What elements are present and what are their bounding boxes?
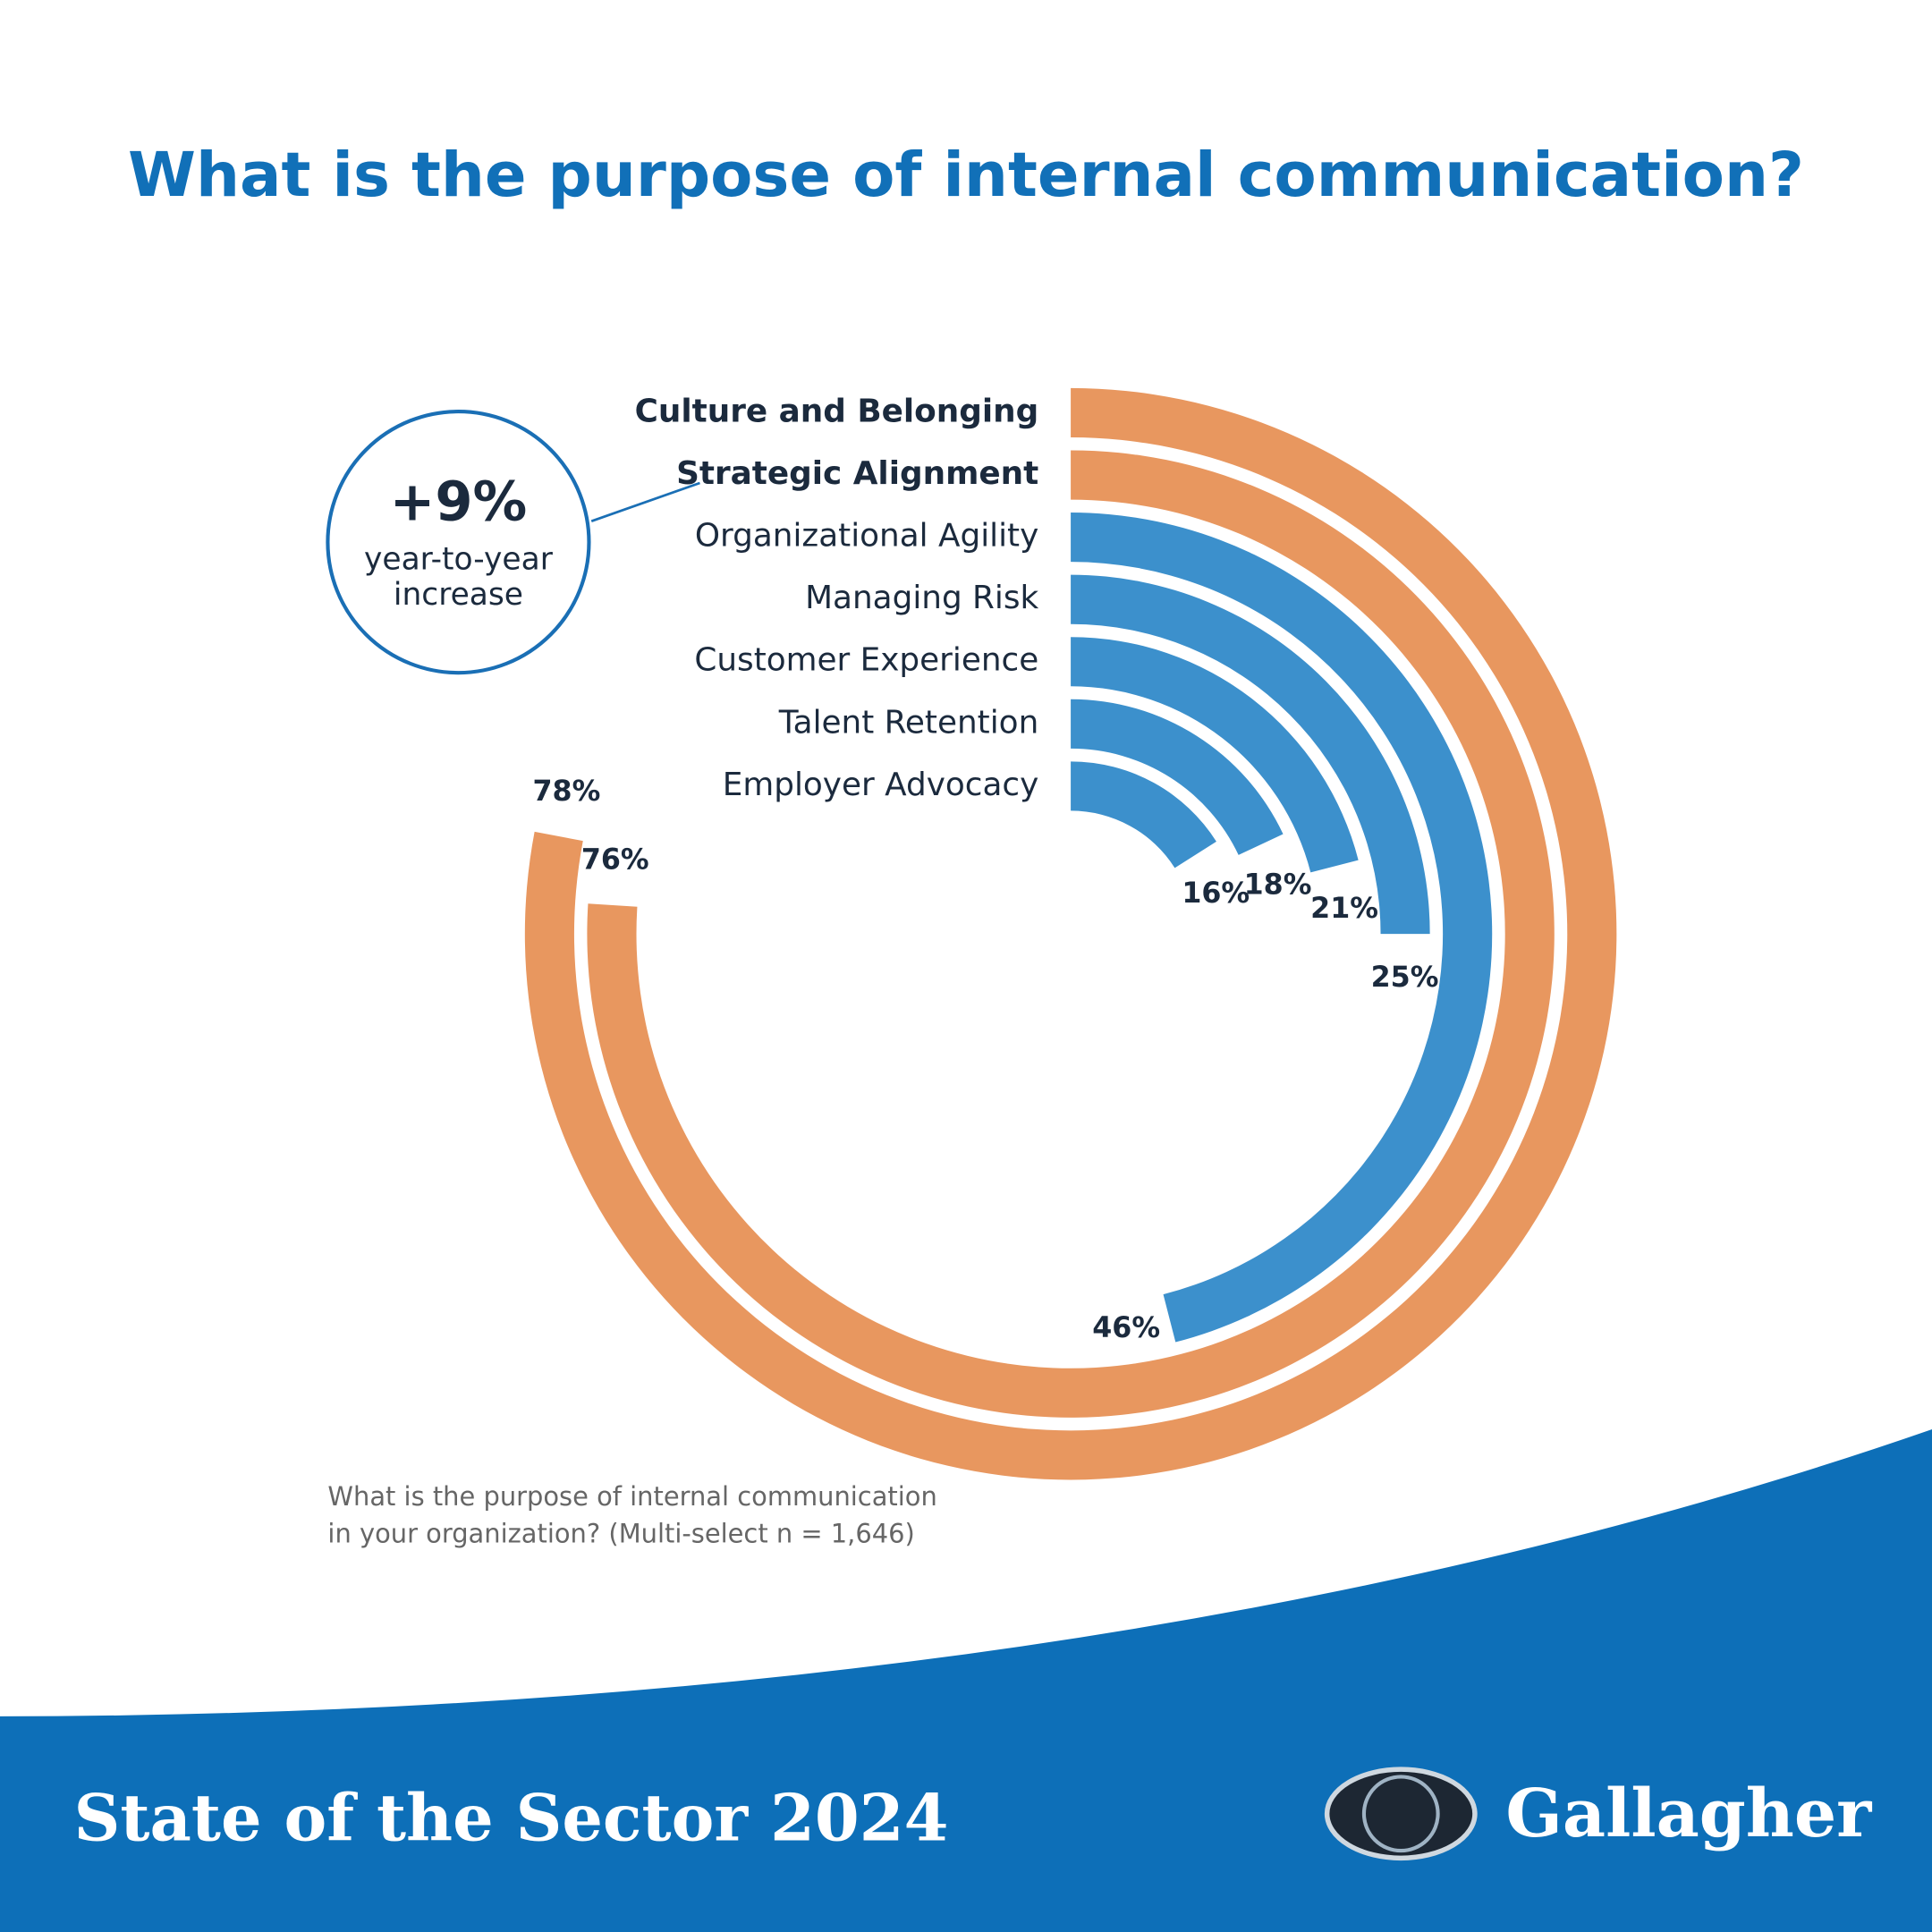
callout-headline: +9% [390, 470, 528, 533]
footnote: in your organization? (Multi-select n = … [327, 1518, 914, 1548]
radial-bar [1071, 637, 1359, 873]
value-label: 21% [1310, 893, 1378, 925]
value-label: 16% [1182, 877, 1250, 910]
logo-globe-line [1361, 1775, 1440, 1853]
value-label: 78% [533, 775, 601, 808]
radial-bar [1071, 761, 1216, 869]
category-label: Culture and Belonging [635, 393, 1039, 429]
brand: Gallagher [1505, 1774, 1872, 1852]
category-label: Customer Experience [694, 642, 1038, 679]
radial-bar [1071, 513, 1493, 1343]
category-label: Strategic Alignment [676, 455, 1038, 492]
category-label: Employer Advocacy [723, 767, 1039, 803]
footnote: What is the purpose of internal communic… [327, 1481, 936, 1512]
radial-bar [1071, 699, 1284, 855]
chart-title: What is the purpose of internal communic… [128, 140, 1804, 211]
callout-circle [326, 410, 591, 675]
callout-line [590, 481, 700, 523]
category-label: Managing Risk [805, 580, 1038, 616]
category-label: Organizational Agility [695, 518, 1038, 555]
radial-bar [1071, 574, 1430, 935]
value-label: 76% [581, 843, 649, 876]
footer-title: State of the Sector 2024 [74, 1780, 949, 1855]
logo-globe [1324, 1767, 1478, 1861]
category-label: Talent Retention [778, 704, 1039, 741]
callout-text: year-to-year [364, 541, 554, 577]
value-label: 46% [1092, 1312, 1160, 1344]
footer-band [0, 1428, 1932, 1932]
callout-text: increase [394, 577, 523, 613]
value-label: 25% [1371, 962, 1439, 994]
value-label: 18% [1244, 869, 1312, 901]
